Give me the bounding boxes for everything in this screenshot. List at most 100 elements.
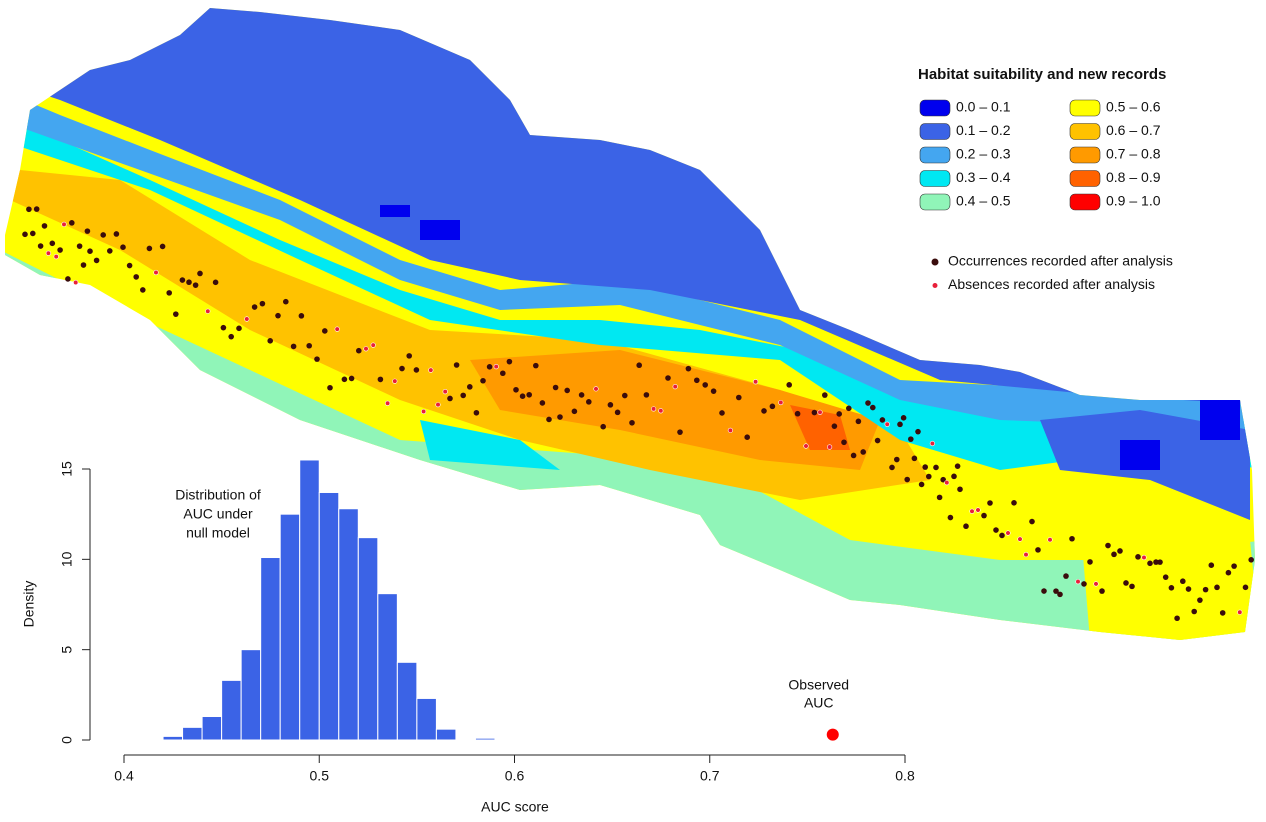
occurrence-point <box>348 375 355 382</box>
occurrence-point <box>936 494 943 501</box>
occurrence-point <box>865 400 871 406</box>
bar <box>201 716 223 741</box>
occurrence-point <box>179 277 186 283</box>
occurrence-point <box>259 300 266 307</box>
absence-point <box>1047 537 1053 543</box>
occurrence-point <box>1214 584 1220 591</box>
absence-point <box>658 408 664 414</box>
occurrence-point <box>600 423 606 430</box>
occurrence-point <box>467 384 473 390</box>
occurrence-point <box>546 416 552 423</box>
occurrence-point <box>915 428 921 435</box>
occurrence-point <box>1081 581 1087 587</box>
occurrence-point <box>1242 584 1249 591</box>
occurrence-point <box>133 274 139 280</box>
legend-label: 0.1 – 0.2 <box>956 122 1011 138</box>
absence-point <box>435 402 441 408</box>
occurrence-point <box>947 514 954 521</box>
occurrence-point <box>290 343 297 350</box>
occurrence-point <box>1035 547 1041 553</box>
legend-swatch <box>919 99 951 117</box>
occurrence-point <box>406 353 413 359</box>
occurrence-point <box>1053 588 1059 594</box>
occurrence-point <box>49 240 56 247</box>
annotation: Distribution of <box>175 487 261 503</box>
occurrence-point <box>586 399 592 405</box>
occurrence-point <box>356 347 362 354</box>
occurrence-point <box>870 404 876 411</box>
occurrence-point <box>1105 542 1111 549</box>
occurrence-point <box>126 262 133 269</box>
occurrence-point <box>84 228 91 234</box>
occurrence-point <box>513 386 519 393</box>
absence-point <box>1075 579 1081 585</box>
occurrence-point <box>951 473 957 480</box>
occurrence-point <box>22 231 28 238</box>
bar <box>240 649 262 741</box>
occurrence-point <box>33 206 40 212</box>
bar <box>474 737 496 741</box>
occurrence-point <box>908 436 914 442</box>
occurrence-point <box>87 248 93 254</box>
legend-label: Occurrences recorded after analysis <box>948 253 1173 269</box>
occurrence-point <box>322 328 328 334</box>
occurrence-point <box>480 377 486 384</box>
y-tick-label: 0 <box>59 736 75 744</box>
absence-point <box>428 367 434 373</box>
occurrence-point <box>1029 518 1035 525</box>
absence-point <box>593 386 599 392</box>
bar <box>299 459 320 741</box>
legend-swatch <box>919 170 951 187</box>
absence-point <box>817 409 823 415</box>
occurrence-point <box>1225 569 1232 576</box>
occurrence-point <box>519 393 526 399</box>
occurrence-point <box>526 391 532 398</box>
occurrence-point <box>1099 588 1105 594</box>
x-tick-label: 0.5 <box>310 768 330 784</box>
occurrence-point <box>629 419 635 426</box>
x-tick-label: 0.4 <box>114 768 134 784</box>
occurrence-point <box>761 408 767 414</box>
occurrence-point <box>1153 559 1159 565</box>
occurrence-point <box>1157 559 1163 565</box>
record-points <box>22 206 1254 622</box>
occurrence-point <box>719 410 725 416</box>
occurrence-point <box>926 473 932 480</box>
occurrence-point <box>822 392 828 398</box>
occurrence-point <box>897 421 903 428</box>
legend-label: 0.2 – 0.3 <box>956 146 1011 162</box>
occurrence-point <box>957 486 963 493</box>
occurrence-point <box>69 220 75 226</box>
occurrence-point <box>879 417 886 423</box>
bar <box>279 513 301 741</box>
occurrence-point <box>710 388 717 394</box>
absence-point <box>752 379 759 385</box>
occurrence-point <box>539 400 546 406</box>
occurrence-point <box>622 392 628 399</box>
occurrence-point <box>1208 562 1215 568</box>
occurrence-point <box>811 409 818 416</box>
occurrence-point <box>100 232 106 238</box>
occurrence-point <box>981 512 987 519</box>
occurrence-point <box>275 312 281 319</box>
occurrence-point <box>1123 580 1129 586</box>
map-zone <box>1200 400 1240 440</box>
absence-point <box>672 384 678 390</box>
occurrence-point <box>192 282 199 288</box>
map-zone <box>1120 440 1160 470</box>
occurrence-point <box>80 262 87 268</box>
absence-point <box>944 480 950 486</box>
absence-point <box>385 400 391 406</box>
occurrence-point <box>1041 588 1047 594</box>
occurrence-point <box>736 394 742 401</box>
occurrence-point <box>212 279 219 286</box>
occurrence-point <box>1185 586 1192 592</box>
occurrence-point <box>37 243 44 249</box>
absence-point <box>650 406 657 412</box>
occurrence-point <box>557 414 563 420</box>
occurrence-point <box>453 362 460 368</box>
absence-point <box>53 254 59 260</box>
occurrence-point <box>306 342 313 349</box>
y-tick-label: 15 <box>59 461 75 477</box>
occurrence-point <box>1248 557 1254 563</box>
